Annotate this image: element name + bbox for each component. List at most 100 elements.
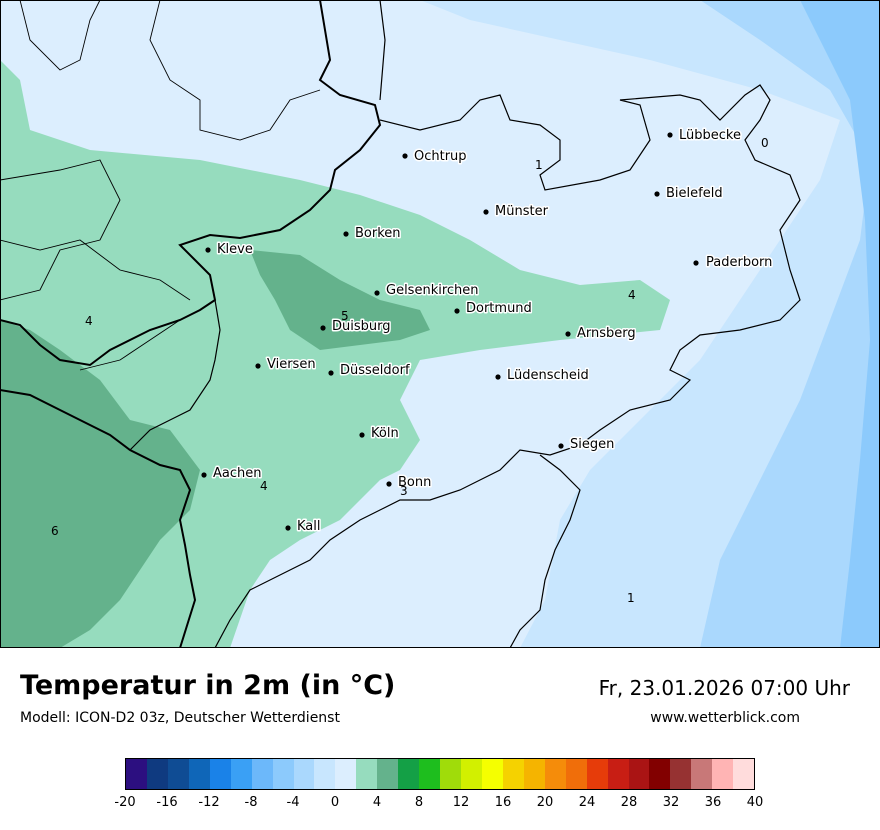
isotherm-label: 1 [627,591,635,605]
city-paderborn: Paderborn [693,254,774,272]
isotherm-label: 0 [761,136,769,150]
isotherm-label: 5 [341,309,349,323]
district-border-2 [149,0,321,141]
city-dot [402,153,408,159]
city-label: Viersen [267,357,316,372]
city-label: Bonn [398,475,431,490]
legend-tick-label: 4 [372,795,382,810]
legend-tick-label: 0 [330,795,340,810]
legend-swatch [146,759,168,789]
city-ochtrup: Ochtrup [402,148,468,166]
city-munster: Münster [483,203,550,221]
legend-swatch [461,759,482,789]
legend-swatch [251,759,273,789]
national-border-be [0,389,197,648]
city-label: Lüdenscheid [507,368,589,383]
legend-swatch [523,759,545,789]
state-border-hesse [509,454,581,648]
website-link[interactable]: www.wetterblick.com [650,710,800,726]
legend-tick-label: 8 [414,795,424,810]
city-lubbecke: Lübbecke [667,127,742,145]
district-border-3 [0,159,121,301]
city-dot [343,231,349,237]
legend-swatch [440,759,461,789]
city-dusseldorf: Düsseldorf [328,362,411,380]
city-label: Ochtrup [414,149,467,164]
state-border-nrw [214,84,801,648]
city-koln: Köln [359,425,400,443]
temp-band-4-6-west [0,320,200,648]
map-title: Temperatur in 2m (in °C) [20,670,396,701]
temperature-map: Lübbecke Ochtrup Bielefeld Münster Borke… [0,0,880,648]
legend-tick-label: 28 [620,795,638,810]
city-dot [359,432,365,438]
city-dot [255,363,261,369]
legend-swatch [628,759,650,789]
legend-swatch [209,759,231,789]
city-label: Arnsberg [577,326,636,341]
city-dot [201,472,207,478]
legend-swatch [230,759,252,789]
city-dot [565,331,571,337]
city-label: Münster [495,204,549,219]
city-kleve: Kleve [205,241,254,259]
legend-swatch [419,759,441,789]
district-border-5 [79,319,181,371]
city-dot [454,308,460,314]
city-arnsberg: Arnsberg [565,325,637,343]
city-viersen: Viersen [255,356,317,374]
city-aachen: Aachen [201,465,263,483]
legend-tick-label: 24 [578,795,596,810]
legend-tick-label: -16 [156,795,178,810]
legend-tick-label: -8 [244,795,258,810]
city-siegen: Siegen [558,436,616,454]
color-legend-bar [125,758,755,790]
legend-swatch [356,759,378,789]
city-dot [693,260,699,266]
city-label: Aachen [213,466,261,481]
city-label: Borken [355,226,401,241]
legend-swatch [481,759,503,789]
legend-tick-label: 12 [452,795,470,810]
legend-swatch [712,759,734,789]
state-border-north [379,0,386,101]
city-dot [495,374,501,380]
legend-tick-label: 16 [494,795,512,810]
city-borken: Borken [343,225,402,243]
city-dortmund: Dortmund [454,300,533,318]
isotherm-label: 6 [51,524,59,538]
isotherm-label: 4 [85,314,93,328]
model-info: Modell: ICON-D2 03z, Deutscher Wetterdie… [20,710,340,726]
legend-tick-label: -4 [286,795,300,810]
legend-swatch [167,759,189,789]
temp-band-minus4-minus2 [700,0,880,648]
city-dot [205,247,211,253]
legend-tick-label: -12 [198,795,220,810]
city-gelsenkirchen: Gelsenkirchen [374,282,480,300]
border-limburg [129,299,221,451]
map-canvas: Lübbecke Ochtrup Bielefeld Münster Borke… [0,0,880,648]
isotherm-label: 4 [628,288,636,302]
city-dot [483,209,489,215]
legend-swatch [377,759,399,789]
city-label: Kall [297,519,321,534]
city-label: Kleve [217,242,253,257]
legend-swatch [272,759,294,789]
city-dot [328,370,334,376]
city-dot [654,191,660,197]
city-dot [667,132,673,138]
city-label: Lübbecke [679,128,741,143]
city-label: Paderborn [706,255,772,270]
isotherm-label: 3 [400,484,408,498]
city-bielefeld: Bielefeld [654,185,724,203]
map-footer: Temperatur in 2m (in °C) Modell: ICON-D2… [0,648,880,830]
legend-swatch [314,759,336,789]
legend-tick-label: 32 [662,795,680,810]
city-kall: Kall [285,518,322,536]
legend-swatch [649,759,671,789]
district-border-1 [19,0,101,71]
legend-tick-label: 36 [704,795,722,810]
city-dot [558,443,564,449]
color-legend-ticks: -20 -16 -12 -8 -4 0 4 8 12 16 20 24 28 32 36 40 [114,795,763,815]
city-label: Düsseldorf [340,363,410,378]
